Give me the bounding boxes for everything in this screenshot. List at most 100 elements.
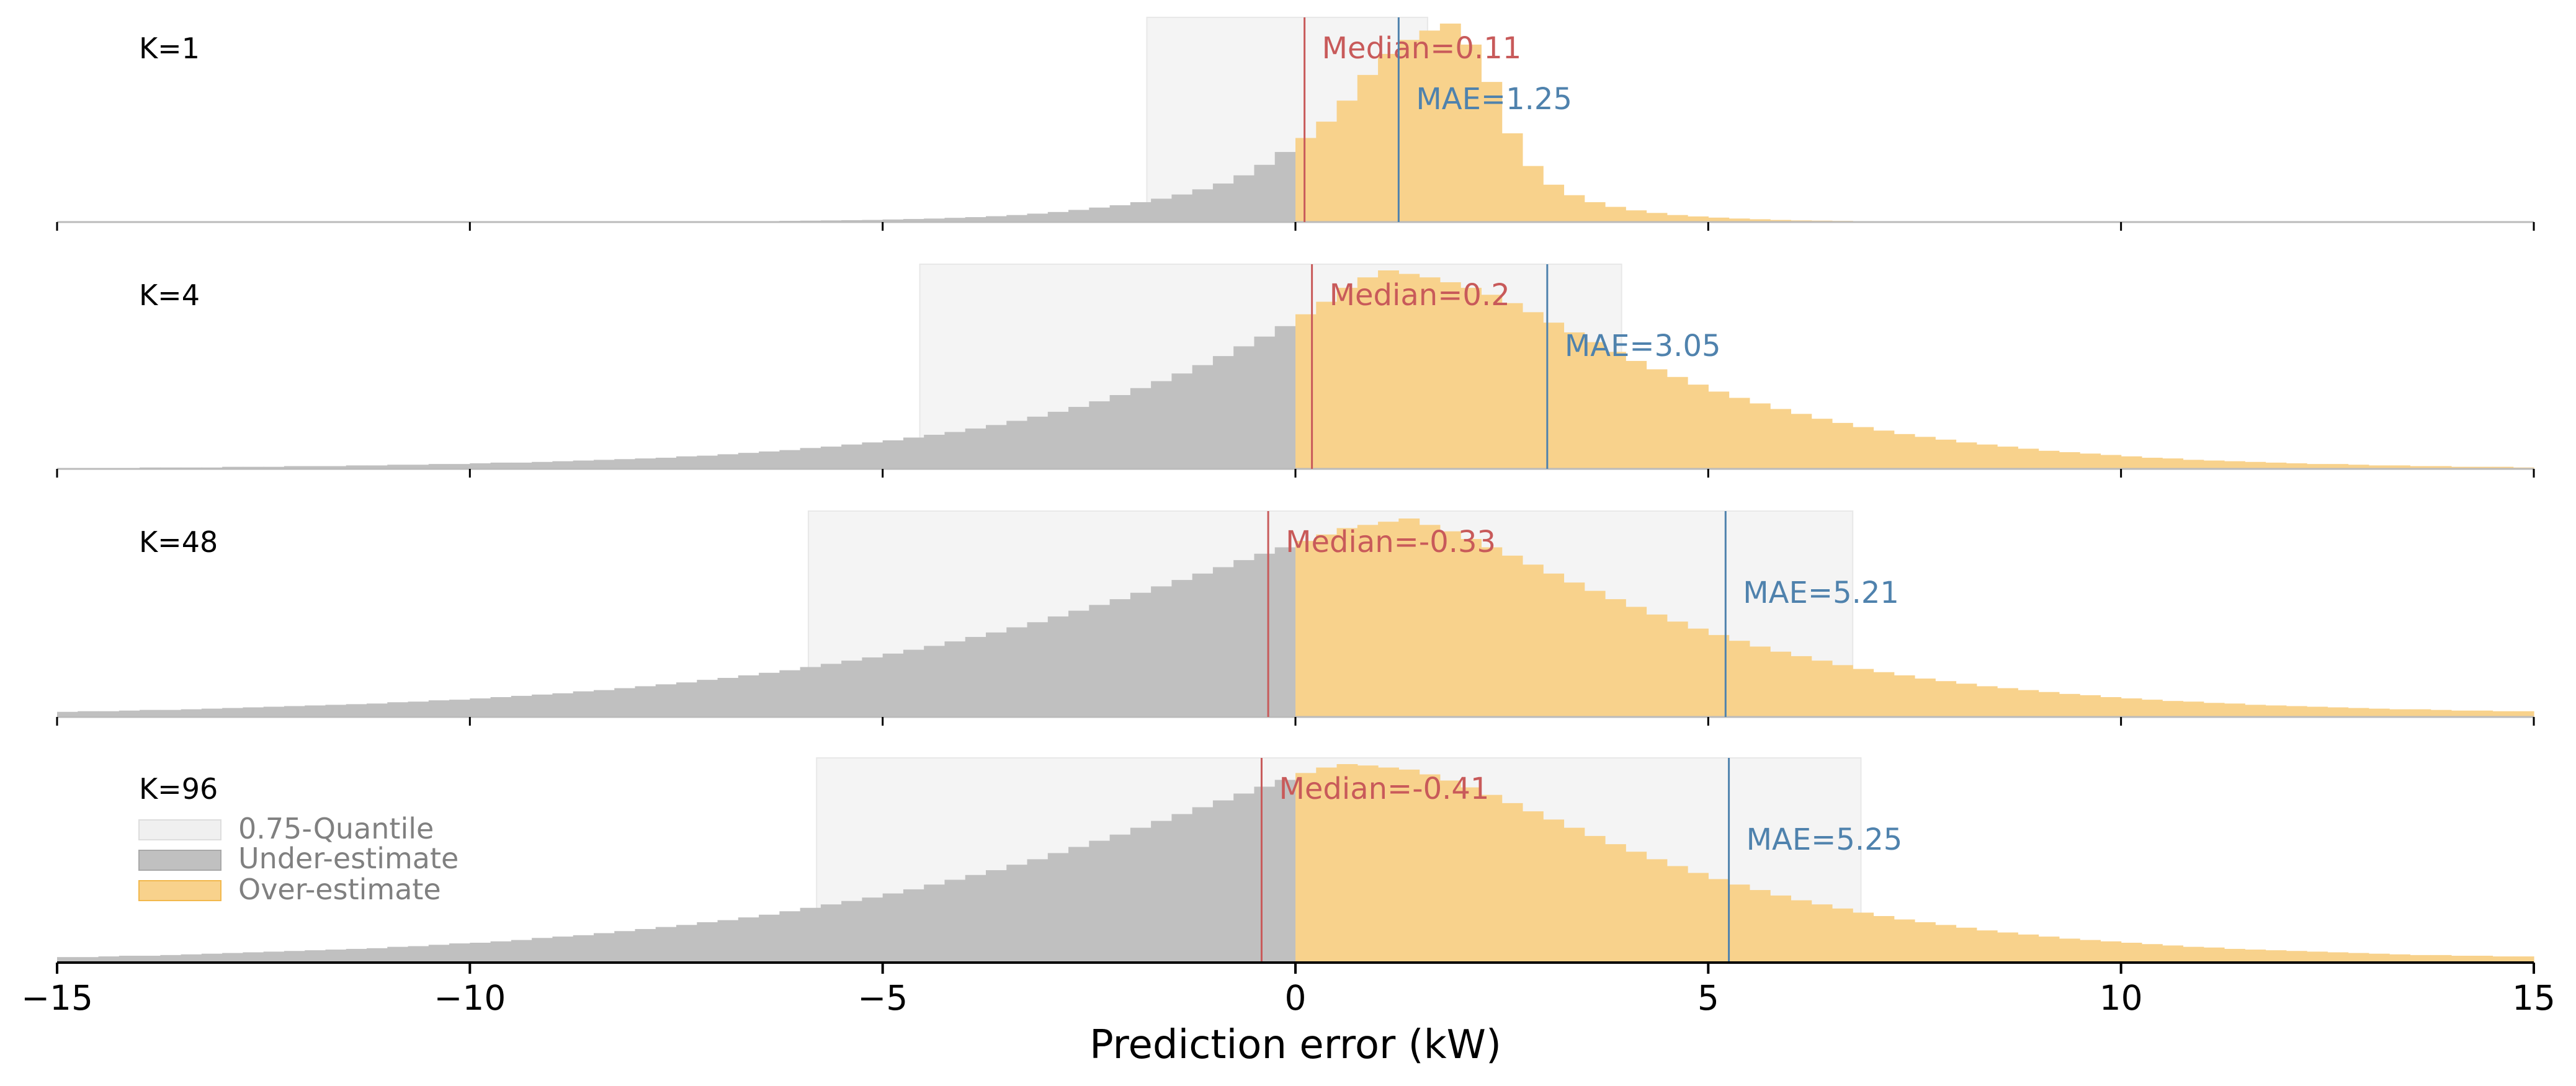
histogram-bar: [1481, 547, 1503, 717]
legend-swatch-quantile: [138, 819, 221, 840]
histogram-bar: [2203, 703, 2225, 717]
histogram-bar: [2141, 700, 2163, 717]
histogram-bar: [1522, 564, 1544, 717]
histogram-bar: [98, 711, 120, 717]
histogram-bar: [2286, 706, 2307, 717]
histogram-bar: [1212, 183, 1234, 222]
histogram-bar: [1378, 270, 1399, 469]
histogram-bar: [2410, 955, 2431, 963]
histogram-bar: [1956, 683, 1977, 717]
histogram-bar: [738, 675, 759, 717]
histogram-bar: [78, 957, 99, 963]
histogram-bar: [573, 935, 594, 963]
histogram-bar: [1584, 590, 1606, 717]
histogram-bar: [1543, 323, 1565, 469]
histogram-bar: [2224, 948, 2245, 963]
histogram-bar: [181, 954, 202, 963]
histogram-bar: [1336, 288, 1358, 469]
histogram-bar: [1419, 774, 1441, 963]
histogram-bar: [1151, 198, 1172, 222]
histogram-bar: [676, 456, 697, 469]
histogram-bar: [1006, 215, 1028, 222]
histogram-bar: [593, 460, 615, 469]
histogram-bar: [1109, 205, 1131, 222]
histogram-bar: [1915, 679, 1936, 717]
histogram-bar: [1460, 787, 1482, 963]
histogram-bar: [1254, 553, 1276, 717]
histogram-bar: [1047, 211, 1069, 222]
histogram-bar: [1853, 669, 1874, 717]
histogram-bar: [2162, 701, 2184, 717]
histogram-bar: [1398, 519, 1420, 717]
histogram-bar: [1831, 422, 1853, 469]
histogram-bar: [944, 218, 966, 222]
histogram-bar: [862, 657, 883, 717]
histogram-bar: [862, 442, 883, 469]
histogram-bar: [1935, 681, 1957, 717]
histogram-bar: [1378, 522, 1399, 717]
x-tick-label: −10: [434, 978, 506, 1018]
histogram-bar: [1481, 82, 1503, 222]
histogram-bar: [1646, 213, 1668, 222]
histogram-bar: [408, 946, 429, 963]
histogram-bar: [2389, 465, 2410, 469]
histogram-bar: [924, 218, 946, 222]
histogram-bar: [78, 711, 99, 717]
histogram-bar: [490, 941, 512, 963]
histogram-bar: [2162, 458, 2184, 469]
histogram-bar: [2121, 456, 2142, 469]
histogram-bar: [532, 694, 553, 717]
histogram-bar: [635, 686, 656, 717]
histogram-bar: [2430, 955, 2452, 963]
histogram-bar: [243, 707, 264, 717]
histogram-bar: [1915, 437, 1936, 469]
histogram-bar: [1501, 803, 1523, 963]
median-label: Median=-0.41: [1279, 772, 1489, 806]
histogram-bar: [511, 940, 532, 963]
median-label: Median=-0.33: [1286, 525, 1496, 559]
histogram-bar: [1666, 621, 1688, 717]
histogram-bar: [1027, 859, 1049, 963]
histogram-bar: [738, 917, 759, 963]
histogram-bar: [1233, 346, 1255, 469]
histogram-bar: [1708, 217, 1730, 222]
histogram-bar: [1233, 793, 1255, 963]
histogram-bar: [1274, 152, 1296, 222]
histogram-bar: [944, 879, 966, 963]
histogram-bar: [1997, 688, 2018, 717]
histogram-bar: [1729, 218, 1750, 222]
histogram-bar: [1068, 210, 1089, 222]
histogram-bar: [2018, 934, 2039, 963]
histogram-bar: [201, 953, 223, 963]
histogram-bar: [1047, 616, 1069, 717]
histogram-bar: [2513, 956, 2534, 963]
histogram-bar: [2018, 690, 2039, 717]
x-tick-label: 0: [1285, 978, 1307, 1018]
histogram-bar: [759, 451, 780, 469]
histogram-bar: [2080, 453, 2101, 469]
histogram-bar: [367, 465, 388, 469]
mae-label: MAE=5.25: [1746, 822, 1903, 857]
histogram-bar: [2038, 692, 2060, 717]
histogram-bar: [2162, 945, 2184, 963]
histogram-bar: [1811, 661, 1833, 717]
histogram-bar: [800, 907, 821, 963]
histogram-bar: [986, 632, 1007, 717]
histogram-bar: [1460, 288, 1482, 469]
histogram-bar: [1151, 821, 1172, 963]
histogram-bar: [676, 925, 697, 963]
histogram-bar: [1708, 879, 1730, 963]
panel-1: Median=0.11 MAE=1.25 K=1: [56, 17, 2535, 231]
histogram-bar: [1274, 326, 1296, 469]
histogram-bar: [1027, 213, 1049, 222]
histogram-bar: [1543, 184, 1565, 222]
histogram-bar: [1419, 30, 1441, 222]
histogram-bar: [1584, 342, 1606, 469]
histogram-bar: [717, 678, 739, 717]
histogram-bar: [2327, 707, 2349, 717]
x-tick-label: 5: [1697, 978, 1719, 1018]
histogram-bar: [449, 464, 470, 469]
histogram-bar: [305, 705, 326, 717]
histogram-bar: [986, 216, 1007, 222]
histogram-bar: [1068, 407, 1089, 469]
